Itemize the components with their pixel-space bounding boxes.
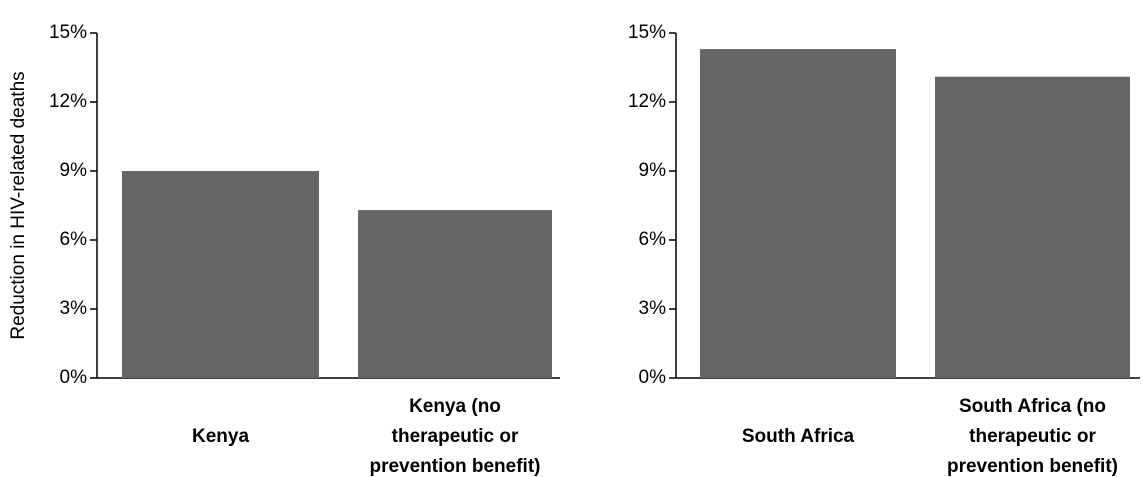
y-axis-label: Reduction in HIV-related deaths [8, 71, 29, 339]
y-tick-label: 12% [628, 91, 666, 112]
x-tick-label: prevention benefit) [369, 456, 540, 477]
bar [122, 171, 319, 378]
bar [358, 210, 552, 378]
x-tick-label: Kenya [192, 426, 249, 447]
y-tick-label: 15% [628, 22, 666, 43]
bar [935, 76, 1130, 378]
x-tick-label: prevention benefit) [947, 456, 1118, 477]
x-tick-label: Kenya (no [409, 396, 501, 417]
x-tick-label: South Africa [742, 426, 855, 447]
y-tick-label: 9% [639, 160, 667, 181]
y-tick-label: 9% [60, 160, 88, 181]
y-tick-label: 3% [60, 298, 88, 319]
y-tick-label: 6% [60, 229, 88, 250]
y-tick-label: 6% [639, 229, 667, 250]
y-tick-label: 0% [60, 367, 88, 388]
x-tick-label: South Africa (no [959, 396, 1106, 417]
x-tick-label: therapeutic or [392, 426, 519, 447]
y-tick-label: 15% [49, 22, 87, 43]
y-tick-label: 12% [49, 91, 87, 112]
x-tick-label: therapeutic or [969, 426, 1096, 447]
y-tick-label: 0% [639, 367, 667, 388]
bar [700, 49, 896, 378]
y-tick-label: 3% [639, 298, 667, 319]
